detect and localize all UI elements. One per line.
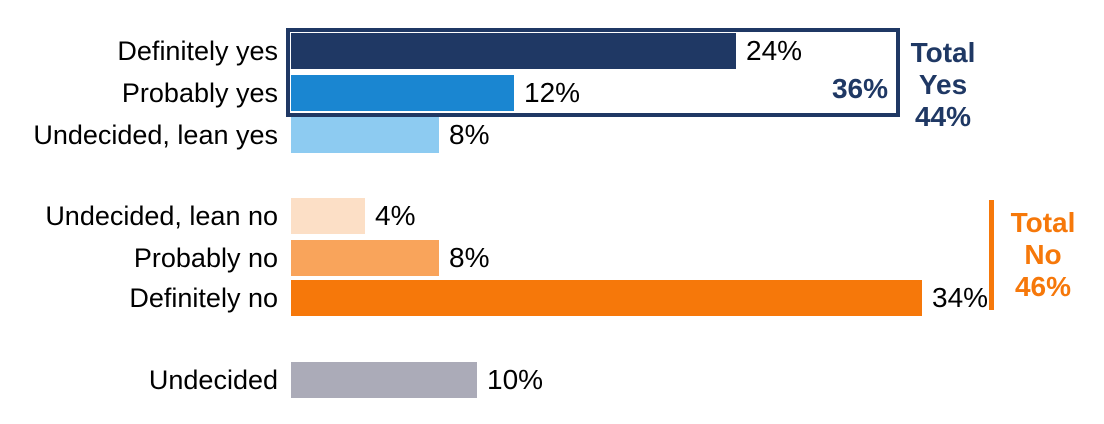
bar [291,117,439,153]
bar [291,280,922,316]
bar-row-no-3: Undecided, lean no 4% [0,198,1104,234]
bar-row-no-4: Probably no 8% [0,240,1104,276]
value-label: 8% [449,242,490,273]
value-label: 8% [449,119,490,150]
bar-row-no-5: Definitely no 34% [0,280,1104,316]
category-label: Undecided, lean yes [33,120,278,150]
total-yes-label: Total Yes 44% [896,37,990,133]
bar-row-undecided-6: Undecided 10% [0,362,1104,398]
bar [291,75,514,111]
category-label: Probably yes [121,78,278,108]
total-yes-line-3: 44% [914,101,972,132]
total-no-line-3: 46% [1014,271,1072,302]
value-label: 10% [487,364,544,395]
value-label: 34% [932,282,989,313]
total-yes-line-1: Total [910,37,976,68]
bar-row-yes-0: Definitely yes 24% [0,33,1104,69]
bar-row-yes-2: Undecided, lean yes 8% [0,117,1104,153]
value-label: 12% [524,77,581,108]
total-no-line-2: No [1024,239,1062,270]
yes-subtotal-label: 36% [831,73,888,104]
category-label: Undecided [148,365,278,395]
category-label: Probably no [133,243,278,273]
value-label: 24% [746,35,803,66]
category-label: Undecided, lean no [45,201,278,231]
bar-row-yes-1: Probably yes 12% [0,75,1104,111]
total-yes-line-2: Yes [918,69,968,100]
bar [291,198,365,234]
category-label: Definitely no [129,283,278,313]
category-label: Definitely yes [117,36,278,66]
total-no-label: Total No 46% [996,207,1090,303]
value-label: 4% [375,200,416,231]
total-no-rule [989,200,994,310]
bar [291,33,736,69]
bar [291,240,439,276]
total-no-line-1: Total [1010,207,1076,238]
bar [291,362,477,398]
yes-subtotal-outline-box [286,28,900,117]
